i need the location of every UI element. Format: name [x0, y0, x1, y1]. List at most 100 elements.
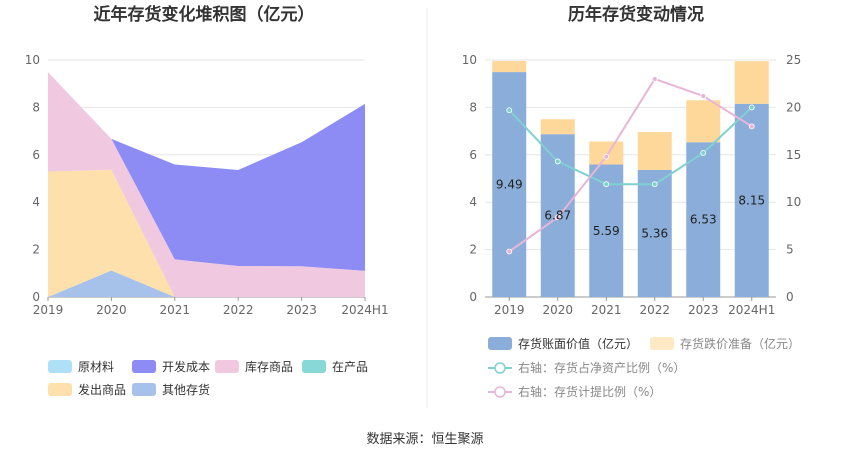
area-库存商品: [48, 72, 365, 297]
left-legend-swatch: [132, 383, 156, 396]
right-y2-tick-label: 15: [786, 148, 801, 162]
bar-impairment-provision: [734, 61, 769, 104]
left-legend-label: 原材料: [78, 360, 114, 374]
right-legend: 存货账面价值（亿元） 存货跌价准备（亿元） 右轴：存货占净资产比例（%） 右轴：存货计…: [488, 336, 800, 399]
right-legend-marker: [494, 362, 506, 374]
bar-impairment-provision: [540, 119, 575, 135]
right-y-tick-label: 2: [469, 243, 477, 257]
left-legend-swatch: [48, 360, 72, 373]
right-legend-label: 右轴：存货计提比例（%）: [518, 384, 661, 399]
line-point: [700, 93, 707, 99]
bar-value-label: 5.59: [593, 224, 620, 238]
bar-book-value: [686, 142, 721, 297]
line-point: [603, 181, 610, 188]
line-point: [554, 158, 561, 165]
bar-impairment-provision: [589, 141, 624, 165]
left-legend-swatch: [215, 360, 239, 373]
right-x-tick-label: 2019: [494, 303, 525, 317]
right-x-tick-label: 2023: [688, 303, 719, 317]
left-x-tick-label: 2023: [286, 303, 317, 317]
bar-impairment-provision: [637, 132, 672, 170]
bar-book-value: [637, 169, 672, 297]
right-y-tick-label: 6: [469, 148, 477, 162]
line-point: [748, 123, 755, 130]
bar-value-label: 8.15: [738, 193, 765, 207]
left-y-tick-label: 0: [32, 290, 40, 304]
right-bar-labels: 9.49 6.87 5.59 5.36 6.53 8.15: [496, 178, 765, 241]
area-开发成本: [48, 72, 365, 271]
bar-book-value: [734, 103, 769, 297]
left-x-tick-label: 2022: [223, 303, 254, 317]
right-x-tick-labels: 2019 2020 2021 2022 2023 2024H1: [494, 297, 775, 317]
line-inventory-to-net-assets: [508, 106, 753, 186]
line-point: [506, 107, 513, 114]
bar-value-label: 9.49: [496, 178, 523, 192]
right-y2-tick-label: 10: [786, 195, 801, 209]
right-y-tick-label: 8: [469, 100, 477, 114]
line-point: [506, 248, 513, 255]
area-其他存货: [48, 270, 365, 297]
line-point: [651, 181, 658, 188]
left-y-tick-label: 10: [25, 53, 40, 67]
line-point: [651, 76, 658, 82]
left-chart-title: 近年存货变化堆积图（亿元）: [94, 4, 315, 25]
bar-value-label: 5.36: [641, 226, 668, 240]
right-legend-marker: [494, 386, 506, 398]
right-x-tick-label: 2021: [591, 303, 622, 317]
right-y2-tick-label: 5: [786, 243, 794, 257]
right-legend-label: 存货跌价准备（亿元）: [680, 336, 800, 351]
right-x-tick-label: 2024H1: [728, 303, 775, 317]
line-point: [603, 153, 610, 160]
bar-impairment-provision: [686, 100, 721, 143]
right-y-tick-label: 0: [469, 290, 477, 304]
right-y2-tick-label: 0: [786, 290, 794, 304]
line-point: [554, 214, 561, 221]
right-lines: [506, 76, 755, 255]
left-y-tick-labels: 0 2 4 6 8 10: [25, 53, 40, 304]
left-y-tick-label: 6: [32, 148, 40, 162]
left-x-tick-label: 2024H1: [341, 303, 388, 317]
data-source-note: 数据来源：恒生聚源: [366, 432, 483, 447]
left-legend-swatch: [132, 360, 156, 373]
left-x-tick-label: 2020: [96, 303, 127, 317]
right-gridlines: [485, 59, 776, 298]
left-y-tick-label: 2: [32, 243, 40, 257]
right-y-tick-label: 10: [462, 53, 477, 67]
right-legend-label: 存货账面价值（亿元）: [518, 336, 638, 351]
left-area-series: [48, 72, 365, 297]
right-chart-title: 历年存货变动情况: [568, 4, 704, 25]
left-x-tick-labels: 2019 2020 2021 2022 2023 2024H1: [33, 297, 389, 317]
left-legend-swatch: [302, 360, 326, 373]
left-legend-label: 开发成本: [162, 359, 210, 374]
left-legend-label: 其他存货: [162, 382, 210, 397]
right-x-tick-label: 2022: [639, 303, 670, 317]
bar-value-label: 6.87: [544, 209, 571, 223]
right-y-tick-label: 4: [469, 195, 477, 209]
line-point: [748, 104, 755, 111]
left-x-tick-label: 2019: [33, 303, 64, 317]
right-y-tick-labels: 0 2 4 6 8 10: [462, 53, 477, 304]
left-x-tick-label: 2021: [160, 303, 191, 317]
left-legend-label: 发出商品: [78, 382, 126, 397]
left-legend-swatch: [48, 383, 72, 396]
right-bars: [492, 60, 769, 297]
right-legend-swatch: [488, 337, 512, 350]
left-legend-label: 在产品: [332, 360, 368, 374]
left-y-tick-label: 4: [32, 195, 40, 209]
left-y-tick-label: 8: [32, 100, 40, 114]
bar-line-combo-chart: 历年存货变动情况 9.49 6.87 5.59 5.36 6.53 8.15 0 2 4 6 8 1…: [462, 4, 802, 399]
right-y2-tick-label: 25: [786, 53, 801, 67]
bar-impairment-provision: [492, 60, 527, 73]
right-legend-label: 右轴：存货占净资产比例（%）: [518, 360, 685, 375]
right-y2-tick-labels: 0 5 10 15 20 25: [786, 53, 801, 304]
line-point: [700, 150, 707, 156]
line-provision-ratio: [508, 77, 753, 253]
right-legend-swatch: [650, 337, 674, 350]
right-y2-tick-label: 20: [786, 100, 801, 114]
bar-value-label: 6.53: [690, 213, 717, 227]
left-legend-label: 库存商品: [245, 359, 293, 374]
right-x-tick-label: 2020: [542, 303, 573, 317]
